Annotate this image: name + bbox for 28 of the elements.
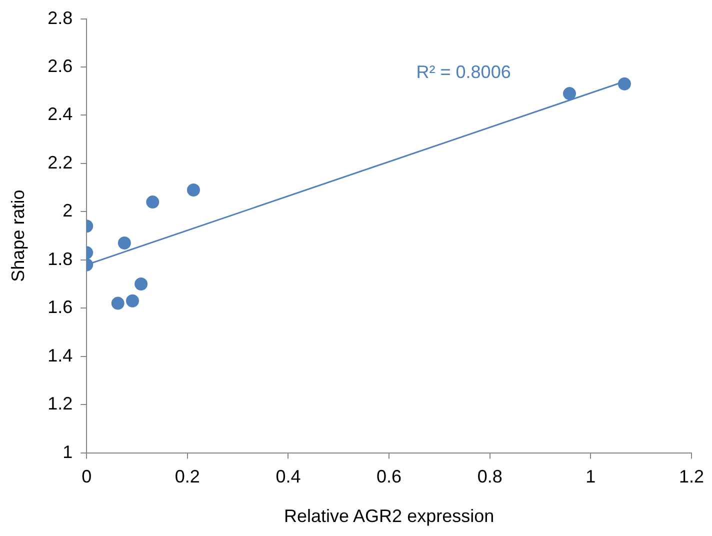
y-tick-label: 1 xyxy=(62,442,73,462)
x-tick-label: 0.2 xyxy=(174,466,200,487)
x-tick-label: 1.2 xyxy=(678,466,704,487)
y-tick-label: 2 xyxy=(62,200,73,221)
x-tick-label: 0 xyxy=(82,466,92,487)
y-tick-label: 1.8 xyxy=(48,248,73,269)
x-tick-label: 0.6 xyxy=(376,466,402,487)
y-tick-label: 1.2 xyxy=(48,394,73,414)
y-tick-label: 2.2 xyxy=(48,152,73,172)
point xyxy=(118,236,131,250)
x-tick-label: 0.8 xyxy=(477,466,502,487)
y-tick-label: 1.4 xyxy=(48,345,73,366)
y-axis-title: Shape ratio xyxy=(8,190,28,282)
annotation: R² = 0.8006 xyxy=(416,62,511,82)
point xyxy=(146,196,160,209)
x-tick-label: 0.4 xyxy=(276,466,301,487)
point xyxy=(186,183,200,196)
point xyxy=(111,296,124,310)
point xyxy=(618,77,631,90)
x-tick-label: 1 xyxy=(586,466,596,487)
y-tick-label: 2.4 xyxy=(48,104,73,124)
point xyxy=(134,278,148,291)
y-tick-label: 1.6 xyxy=(48,297,73,318)
y-tick-label: 2.6 xyxy=(48,56,73,76)
point xyxy=(563,87,576,100)
y-tick-label: 2.8 xyxy=(48,8,73,28)
x-axis-title: Relative AGR2 expression xyxy=(284,506,494,526)
point xyxy=(126,294,139,308)
